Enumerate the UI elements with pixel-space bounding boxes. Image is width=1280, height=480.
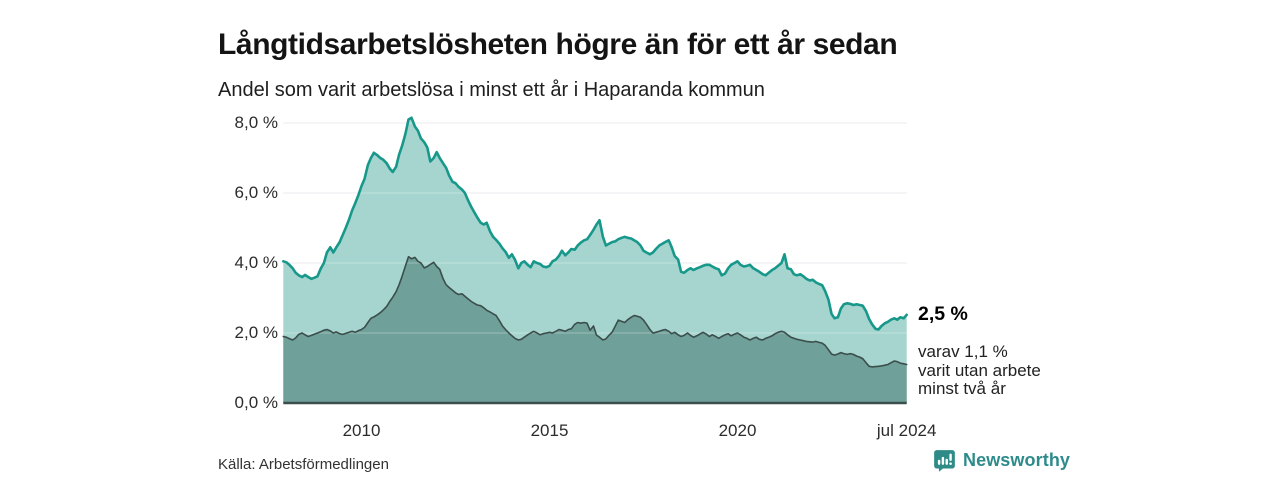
y-tick-label: 4,0 % (234, 253, 278, 272)
y-tick-label: 8,0 % (234, 113, 278, 132)
two-year-area (283, 256, 907, 403)
total-line (282, 116, 908, 331)
page-title: Långtidsarbetslösheten högre än för ett … (218, 28, 898, 62)
x-tick-label: jul 2024 (876, 421, 937, 440)
x-tick-label: 2010 (342, 421, 381, 440)
y-tick-label: 6,0 % (234, 183, 278, 202)
x-tick-label: 2020 (718, 421, 757, 440)
annotation-detail-line: varit utan arbete (918, 360, 1041, 380)
y-tick-label: 2,0 % (234, 323, 278, 342)
newsworthy-logo: Newsworthy (933, 449, 1070, 472)
newsworthy-icon (933, 449, 956, 472)
newsworthy-logo-text: Newsworthy (963, 450, 1071, 470)
x-tick-label: 2015 (530, 421, 569, 440)
annotation-detail-line: minst två år (918, 379, 1006, 399)
source-label: Källa: Arbetsförmedlingen (218, 456, 389, 473)
annotation-latest-total: 2,5 % (918, 303, 968, 325)
chart-subtitle: Andel som varit arbetslösa i minst ett å… (218, 79, 765, 101)
annotation-detail-line: varav 1,1 % (918, 342, 1008, 361)
two-year-line (282, 255, 908, 368)
annotation-two-year-detail: varav 1,1 % varit utan arbete minst två … (918, 342, 1041, 399)
y-tick-label: 0,0 % (234, 393, 278, 412)
